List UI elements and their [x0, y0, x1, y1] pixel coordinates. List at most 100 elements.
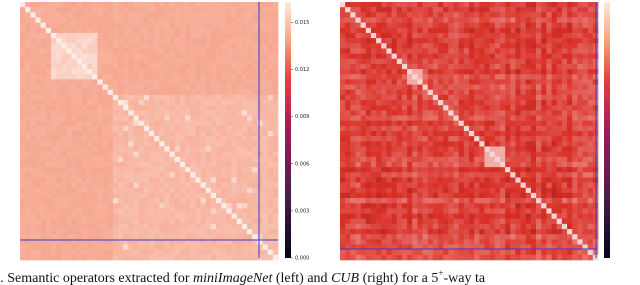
- heatmap-cell: [520, 218, 527, 225]
- heatmap-cell: [247, 203, 253, 209]
- heatmap-cell: [143, 110, 150, 116]
- heatmap-cell: [133, 63, 139, 70]
- heatmap-cell: [396, 172, 403, 178]
- heatmap-cell: [561, 12, 568, 18]
- heatmap-cell: [56, 187, 62, 194]
- heatmap-cell: [422, 244, 429, 250]
- heatmap-cell: [45, 74, 52, 80]
- heatmap-cell: [438, 254, 444, 261]
- heatmap-cell: [422, 58, 429, 65]
- heatmap-cell: [541, 249, 547, 256]
- heatmap-cell: [128, 234, 134, 240]
- heatmap-cell: [107, 218, 114, 225]
- heatmap-cell: [221, 7, 227, 13]
- heatmap-cell: [112, 27, 119, 34]
- heatmap-cell: [133, 94, 139, 101]
- heatmap-cell: [345, 151, 351, 158]
- heatmap-cell: [474, 223, 480, 230]
- heatmap-cell: [45, 203, 52, 209]
- heatmap-cell: [345, 156, 351, 163]
- heatmap-cell: [87, 156, 93, 163]
- heatmap-cell: [190, 105, 196, 111]
- heatmap-cell: [159, 254, 165, 261]
- heatmap-cell: [556, 136, 563, 142]
- heatmap-cell: [226, 244, 232, 250]
- heatmap-cell: [556, 110, 563, 116]
- heatmap-cell: [81, 244, 88, 250]
- heatmap-cell: [443, 125, 449, 132]
- heatmap-cell: [587, 187, 594, 194]
- heatmap-cell: [66, 53, 72, 60]
- heatmap-cell: [551, 218, 558, 225]
- heatmap-cell: [355, 203, 361, 209]
- heatmap-cell: [474, 58, 480, 65]
- heatmap-cell: [546, 94, 552, 101]
- heatmap-cell: [138, 244, 145, 250]
- heatmap-cell: [107, 84, 114, 91]
- heatmap-cell: [45, 110, 52, 116]
- heatmap-cell: [128, 218, 134, 225]
- heatmap-cell: [102, 203, 109, 209]
- heatmap-cell: [143, 234, 150, 240]
- heatmap-cell: [272, 156, 279, 163]
- heatmap-cell: [71, 115, 78, 121]
- heatmap-cell: [438, 110, 444, 116]
- heatmap-cell: [97, 172, 103, 178]
- heatmap-cell: [267, 146, 274, 152]
- heatmap-cell: [360, 22, 367, 29]
- heatmap-cell: [489, 172, 496, 178]
- heatmap-cell: [474, 74, 480, 80]
- heatmap-cell: [112, 192, 119, 199]
- heatmap-cell: [370, 218, 377, 225]
- heatmap-cell: [340, 58, 346, 65]
- heatmap-cell: [272, 74, 279, 80]
- heatmap-cell: [525, 115, 532, 121]
- heatmap-cell: [138, 156, 145, 163]
- heatmap-cell: [587, 234, 594, 240]
- heatmap-cell: [221, 172, 227, 178]
- heatmap-cell: [231, 223, 238, 230]
- heatmap-cell: [443, 100, 449, 106]
- heatmap-cell: [200, 7, 207, 13]
- heatmap-cell: [530, 249, 537, 256]
- heatmap-cell: [520, 38, 527, 44]
- heatmap-cell: [128, 213, 134, 220]
- heatmap-cell: [551, 38, 558, 44]
- heatmap-cell: [376, 38, 382, 44]
- heatmap-cell: [185, 22, 191, 29]
- heatmap-cell: [179, 244, 186, 250]
- heatmap-cell: [530, 146, 537, 152]
- heatmap-cell: [365, 249, 372, 256]
- heatmap-cell: [164, 208, 170, 214]
- heatmap-cell: [376, 156, 382, 163]
- heatmap-cell: [417, 177, 423, 183]
- heatmap-cell: [169, 249, 176, 256]
- heatmap-cell: [489, 249, 496, 256]
- heatmap-cell: [505, 115, 511, 121]
- heatmap-cell: [112, 151, 119, 158]
- heatmap-cell: [499, 151, 506, 158]
- heatmap-cell: [340, 234, 346, 240]
- heatmap-cell: [195, 2, 201, 8]
- heatmap-cell: [536, 89, 542, 96]
- heatmap-cell: [92, 17, 98, 23]
- heatmap-cell: [25, 254, 31, 261]
- heatmap-cell: [505, 94, 511, 101]
- heatmap-cell: [87, 105, 93, 111]
- heatmap-cell: [154, 12, 160, 18]
- heatmap-cell: [505, 12, 511, 18]
- heatmap-cell: [102, 223, 109, 230]
- heatmap-cell: [567, 94, 573, 101]
- heatmap-cell: [20, 234, 26, 240]
- heatmap-cell: [262, 223, 268, 230]
- heatmap-cell: [422, 53, 429, 60]
- heatmap-cell: [30, 89, 36, 96]
- heatmap-cell: [179, 58, 186, 65]
- heatmap-cell: [45, 151, 52, 158]
- heatmap-cell: [241, 94, 248, 101]
- heatmap-cell: [241, 177, 248, 183]
- heatmap-cell: [272, 48, 279, 54]
- heatmap-cell: [463, 177, 470, 183]
- heatmap-cell: [112, 100, 119, 106]
- heatmap-cell: [20, 22, 26, 29]
